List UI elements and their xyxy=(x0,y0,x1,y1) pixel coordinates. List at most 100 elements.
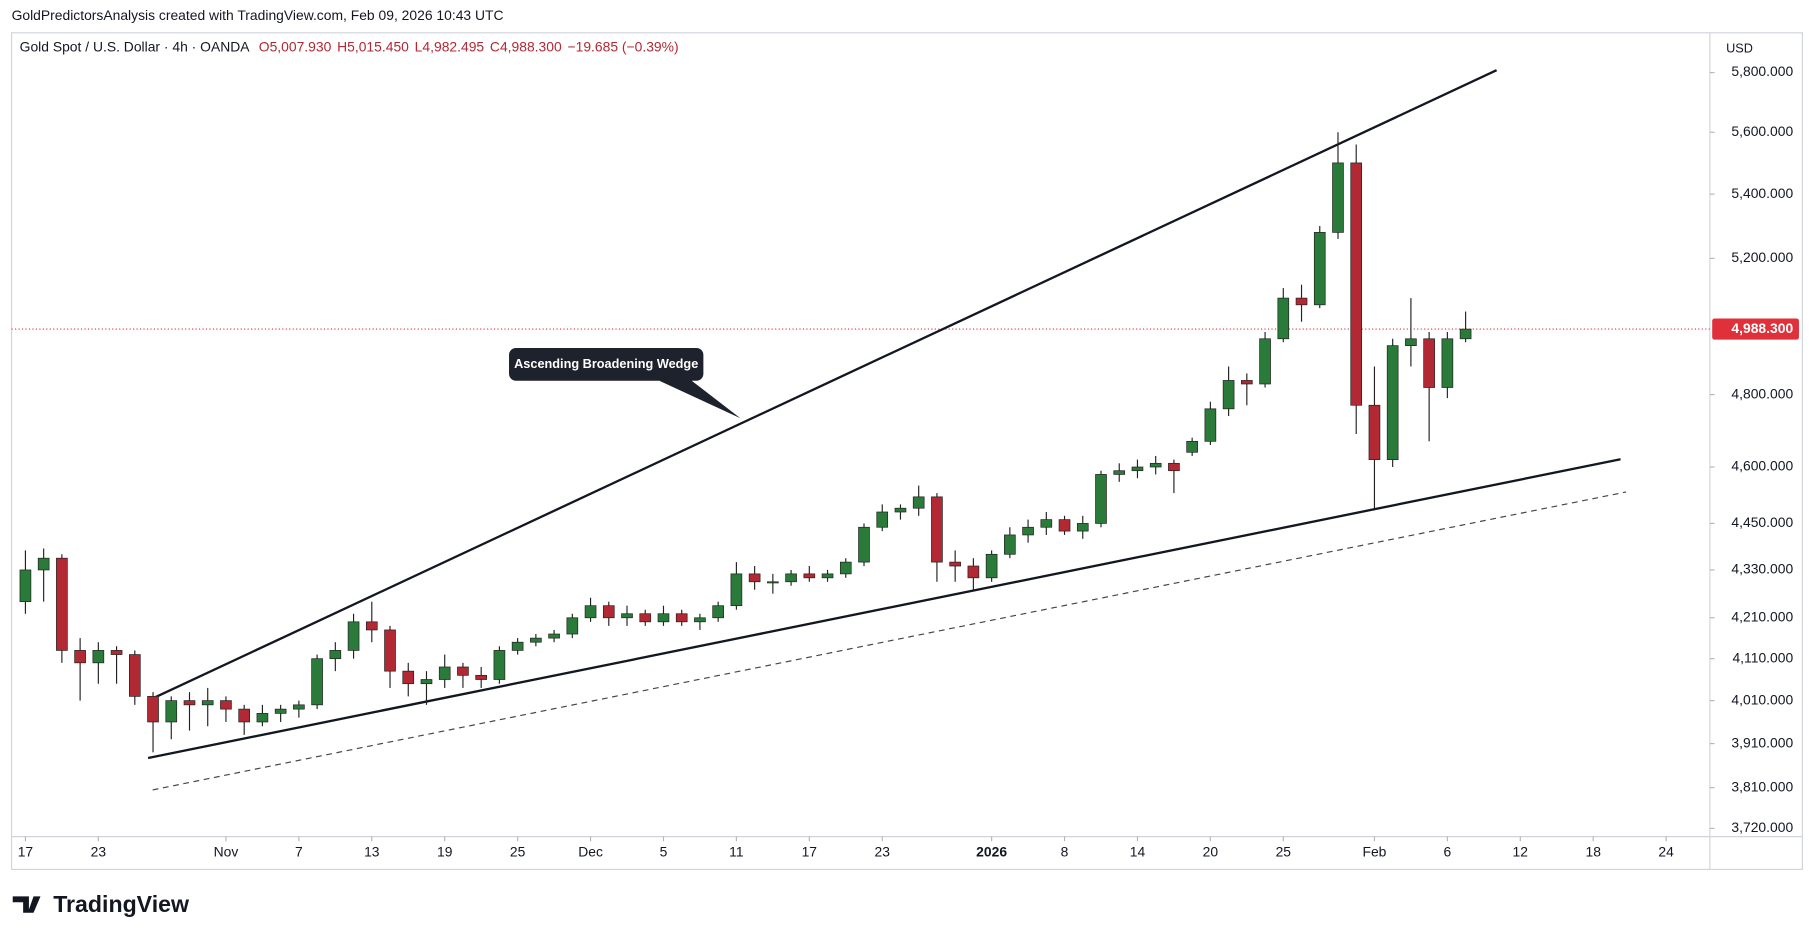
candle-body xyxy=(92,650,105,664)
candle-body xyxy=(1040,519,1053,528)
candle-body xyxy=(657,613,670,623)
trendline xyxy=(147,458,1621,760)
candle-body xyxy=(1058,519,1071,532)
legend-value: H5,015.450 xyxy=(337,39,409,55)
y-tick-label: 5,800.000 xyxy=(1731,63,1793,79)
candle-body xyxy=(311,658,323,706)
candle-body xyxy=(985,553,998,579)
x-tick-label: 14 xyxy=(1130,844,1146,860)
candle-body xyxy=(1168,462,1180,472)
candle-body xyxy=(949,561,961,567)
candle-body xyxy=(1186,440,1198,453)
legend-value: O5,007.930 xyxy=(259,39,332,55)
candle-body xyxy=(694,617,706,623)
candle-body xyxy=(1423,338,1435,388)
x-tick-label: 5 xyxy=(660,844,668,860)
candle-body xyxy=(56,557,68,651)
y-tick-label: 4,800.000 xyxy=(1731,385,1793,401)
candle-body xyxy=(511,641,524,651)
y-tick-label: 4,600.000 xyxy=(1731,458,1793,474)
y-tick-label: 4,450.000 xyxy=(1731,514,1793,530)
candle-body xyxy=(1204,408,1217,442)
candle-body xyxy=(821,573,834,579)
candle-body xyxy=(803,573,816,579)
candle-body xyxy=(183,700,196,706)
legend-value: C4,988.300 xyxy=(490,39,562,55)
x-tick-label: Nov xyxy=(214,844,239,860)
x-tick-label: 17 xyxy=(18,844,34,860)
candle-body xyxy=(639,613,652,623)
candle-body xyxy=(967,565,980,579)
candle-body xyxy=(1004,534,1016,555)
x-tick-label: 13 xyxy=(364,844,380,860)
currency: USD xyxy=(1726,41,1753,56)
candle-body xyxy=(1113,470,1126,475)
candle-body xyxy=(1441,338,1454,388)
x-tick-label: 18 xyxy=(1585,844,1601,860)
x-tick-label: 24 xyxy=(1658,844,1674,860)
caption: GoldPredictorsAnalysis created with Trad… xyxy=(12,7,504,23)
trendline xyxy=(147,69,1498,702)
candle-body xyxy=(256,713,269,723)
x-tick-label: 25 xyxy=(1276,844,1292,860)
candle-body xyxy=(1332,162,1344,233)
candle-body xyxy=(147,696,159,723)
candle-body xyxy=(1149,462,1162,468)
y-tick-label: 3,910.000 xyxy=(1731,734,1793,750)
candle-body xyxy=(274,708,287,714)
candle-body xyxy=(402,670,415,685)
candle-body xyxy=(74,650,86,664)
candle-body xyxy=(712,605,724,619)
y-tick-label: 4,010.000 xyxy=(1731,691,1793,707)
candle-body xyxy=(748,573,761,583)
x-tick-label: 20 xyxy=(1203,844,1219,860)
candle-body xyxy=(37,557,50,571)
frame xyxy=(10,32,1804,870)
candle-body xyxy=(329,650,342,660)
candle-body xyxy=(493,650,506,680)
y-tick-label: 4,210.000 xyxy=(1731,608,1793,624)
candle-body xyxy=(1259,338,1271,385)
candle-body xyxy=(1241,380,1253,385)
candle-body xyxy=(1131,466,1144,472)
candle-body xyxy=(128,654,141,697)
x-tick-label: Feb xyxy=(1362,844,1386,860)
candle-body xyxy=(894,507,907,513)
x-tick-label: 8 xyxy=(1061,844,1069,860)
y-tick-label: 4,110.000 xyxy=(1732,649,1793,665)
y-tick-label: 4,330.000 xyxy=(1731,561,1793,577)
candle-body xyxy=(785,573,797,583)
candle-body xyxy=(1368,404,1381,460)
candle-body xyxy=(238,708,251,723)
brand: TradingView xyxy=(12,891,190,917)
candle-body xyxy=(1350,162,1363,406)
x-tick-label: 19 xyxy=(437,844,453,860)
annotation: Ascending Broadening Wedge xyxy=(514,356,698,371)
callout-box xyxy=(509,348,741,419)
x-tick-label: 23 xyxy=(875,844,891,860)
candle-body xyxy=(1022,526,1034,536)
candle-body xyxy=(858,526,870,563)
candle-body xyxy=(293,704,305,710)
brand-logo xyxy=(12,896,41,913)
y-tick-label: 5,600.000 xyxy=(1731,123,1793,139)
candle-body xyxy=(730,573,743,607)
candle-body xyxy=(548,633,560,639)
candle-body xyxy=(1076,523,1089,532)
candle-body xyxy=(1277,297,1290,340)
annotation-callout: Ascending Broadening Wedge xyxy=(509,348,741,419)
x-tick-label: 17 xyxy=(802,844,818,860)
x-tick-label: 12 xyxy=(1513,844,1529,860)
y-tick-label: 3,810.000 xyxy=(1731,778,1793,794)
x-tick-label: 11 xyxy=(729,844,744,860)
candle-body xyxy=(1095,474,1107,524)
candle-body xyxy=(675,613,688,623)
candle-body xyxy=(584,605,597,619)
candle-body xyxy=(1459,328,1472,340)
candle-body xyxy=(912,496,925,509)
candle-body xyxy=(1386,345,1399,460)
candle-body xyxy=(876,511,889,528)
candle-body xyxy=(165,700,178,723)
candle-body xyxy=(384,629,396,672)
